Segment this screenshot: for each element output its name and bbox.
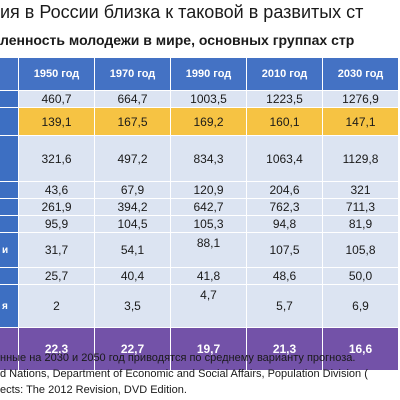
table-cell: 321,6 [18,135,94,181]
table-cell: 22,7 [94,327,170,370]
table-row: 22,3 22,7 19,7 21,3 16,6 [0,327,400,370]
table-cell: 321 [322,181,398,198]
table-cell: 6,9 [322,284,398,327]
table-cell: 167,5 [94,107,170,135]
table-cell: 139,1 [18,107,94,135]
table-cell: 21,3 [246,327,322,370]
table-cell: 50,0 [322,267,398,284]
table-cell: 160,1 [246,107,322,135]
row-label [0,267,18,284]
table-cell: 1063,4 [246,135,322,181]
page-title: ия в России близка к таковой в развитых … [0,2,364,22]
table-row: 95,9 104,5 105,3 94,8 81,9 [0,215,400,232]
table-cell: 204,6 [246,181,322,198]
footnote-projection: нные на 2030 и 2050 год приводятся по ср… [0,352,356,364]
header-corner-cell [0,57,18,90]
table-cell: 169,2 [170,107,246,135]
row-label [0,327,18,370]
table-cell: 834,3 [170,135,246,181]
table-cell: 41,8 [170,267,246,284]
table-cell: 54,1 [94,232,170,267]
header-cell-2010: 2010 год [246,57,322,90]
table-row: 43,6 67,9 120,9 204,6 321 [0,181,400,198]
table-cell: 105,8 [322,232,398,267]
row-label [0,181,18,198]
table-cell: 95,9 [18,215,94,232]
footnote-source: d Nations, Department of Economic and So… [0,368,368,380]
footnote-edition: ects: The 2012 Revision, DVD Edition. [0,384,187,396]
table-cell: 19,7 [170,327,246,370]
header-cell-1950: 1950 год [18,57,94,90]
table-cell: 394,2 [94,198,170,215]
table-cell: 22,3 [18,327,94,370]
table-cell: 67,9 [94,181,170,198]
table-cell: 16,6 [322,327,398,370]
table-cell: 664,7 [94,90,170,107]
youth-population-table: 1950 год 1970 год 1990 год 2010 год 2030… [0,57,400,370]
header-cell-2030: 2030 год [322,57,398,90]
table-cell: 120,9 [170,181,246,198]
table-cell: 81,9 [322,215,398,232]
table-cell: 2 [18,284,94,327]
table-cell: 105,3 [170,215,246,232]
row-label: и [0,232,18,267]
row-label [0,198,18,215]
table-cell: 1276,9 [322,90,398,107]
table-cell: 25,7 [18,267,94,284]
table-cell: 31,7 [18,232,94,267]
table-cell: 762,3 [246,198,322,215]
table-cell: 107,5 [246,232,322,267]
table-row: я 2 3,5 4,7 5,7 6,9 [0,284,400,327]
table-subtitle: ленность молодежи в мире, основных групп… [0,32,355,48]
table-cell: 460,7 [18,90,94,107]
table-cell: 48,6 [246,267,322,284]
row-label [0,90,18,107]
header-cell-1970: 1970 год [94,57,170,90]
table-row: 321,6 497,2 834,3 1063,4 1129,8 [0,135,400,181]
row-label: я [0,284,18,327]
table-cell: 5,7 [246,284,322,327]
table-row: 25,7 40,4 41,8 48,6 50,0 [0,267,400,284]
table-row: и 31,7 54,1 88,1 107,5 105,8 [0,232,400,267]
table-cell: 1003,5 [170,90,246,107]
row-label [0,215,18,232]
row-label [0,107,18,135]
table-cell: 1223,5 [246,90,322,107]
table-cell: 4,7 [170,284,246,327]
row-label [0,135,18,181]
table-cell: 1129,8 [322,135,398,181]
header-cell-1990: 1990 год [170,57,246,90]
table-cell: 711,3 [322,198,398,215]
table-header-row: 1950 год 1970 год 1990 год 2010 год 2030… [0,57,400,90]
table-row: 261,9 394,2 642,7 762,3 711,3 [0,198,400,215]
table-cell: 43,6 [18,181,94,198]
table-cell: 497,2 [94,135,170,181]
table-cell: 88,1 [170,232,246,267]
table-cell: 147,1 [322,107,398,135]
table-cell: 104,5 [94,215,170,232]
table-cell: 642,7 [170,198,246,215]
table-cell: 261,9 [18,198,94,215]
table-row: 139,1 167,5 169,2 160,1 147,1 [0,107,400,135]
table-cell: 3,5 [94,284,170,327]
table-cell: 94,8 [246,215,322,232]
table-row: 460,7 664,7 1003,5 1223,5 1276,9 [0,90,400,107]
table-cell: 40,4 [94,267,170,284]
